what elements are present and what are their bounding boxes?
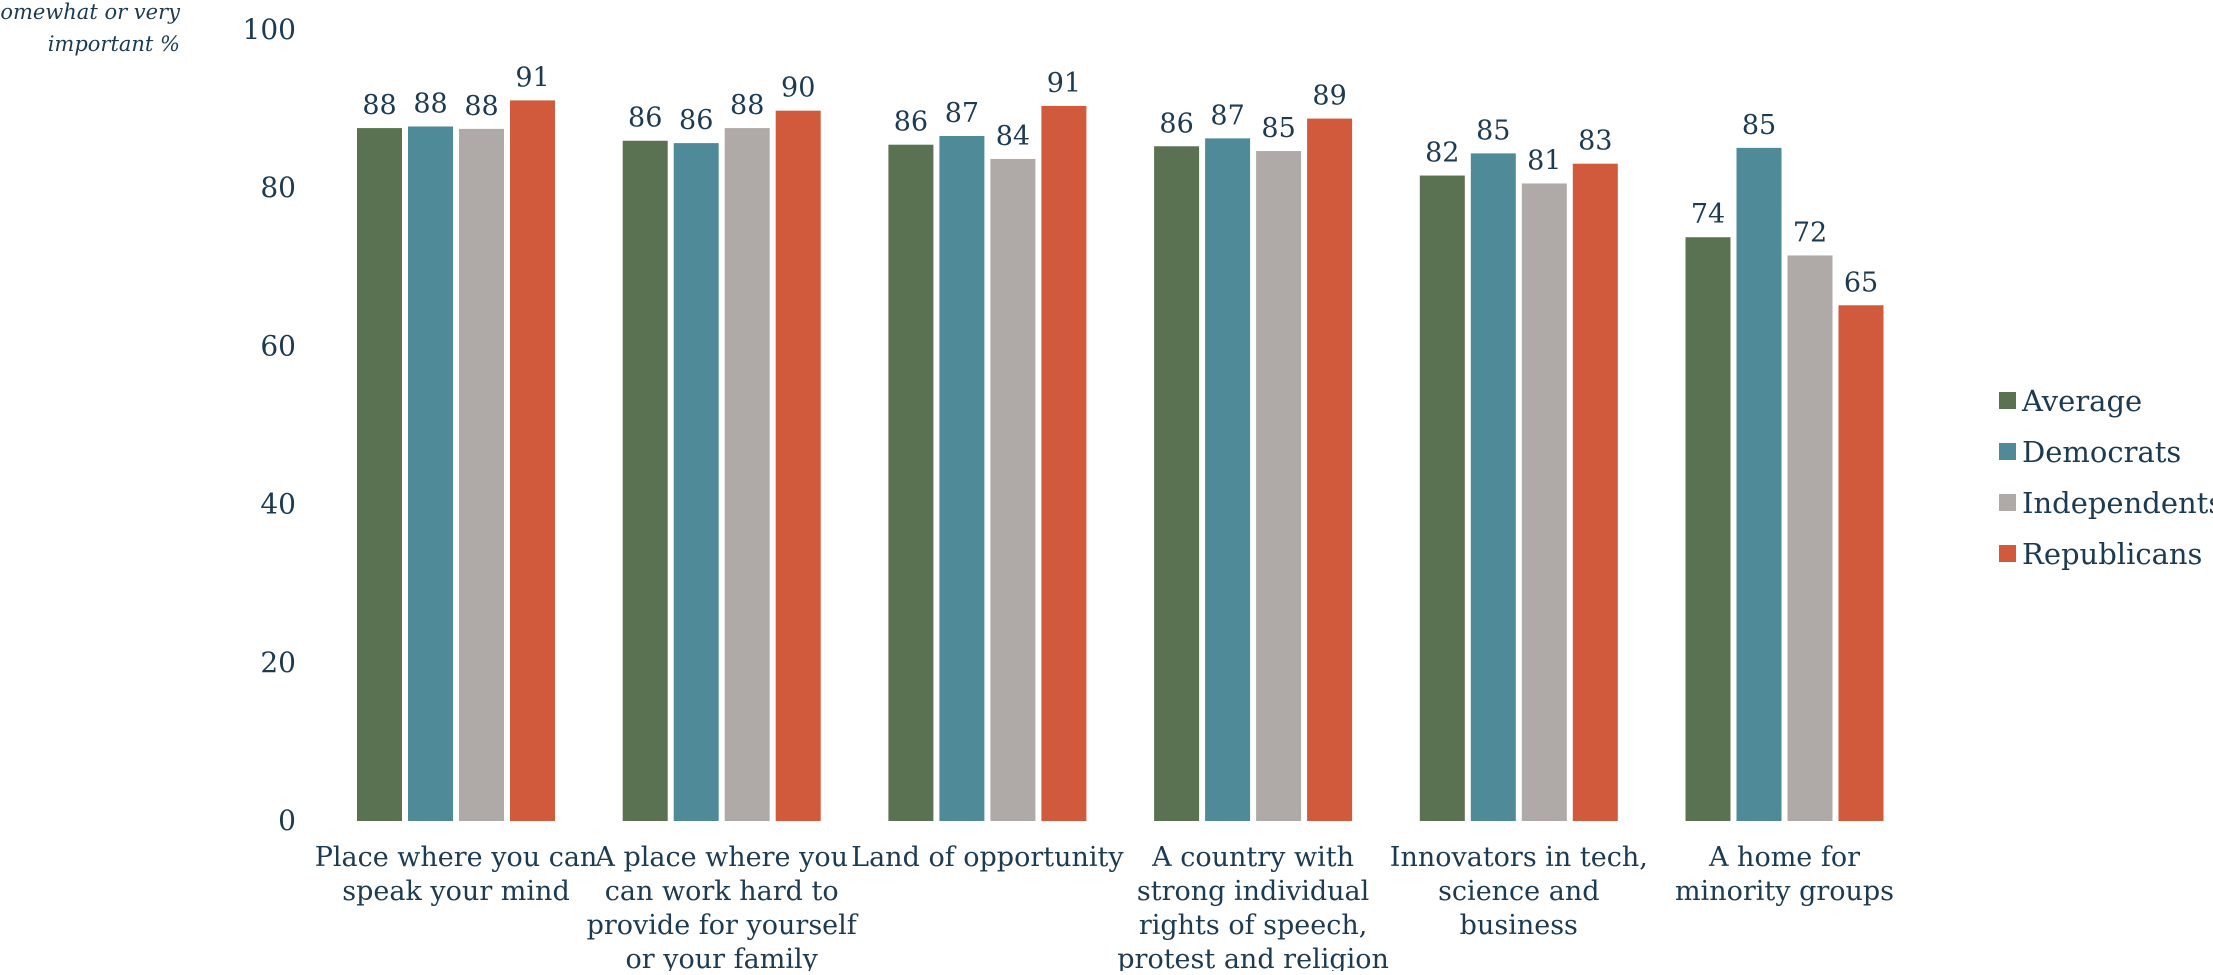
data-label: 72 xyxy=(1793,217,1827,248)
y-axis-title-line: Somewhat or very xyxy=(0,0,181,24)
y-tick-label: 100 xyxy=(243,13,296,46)
category-label: strong individual xyxy=(1137,876,1369,907)
bar-republicans-1 xyxy=(775,110,821,821)
bar-average-2 xyxy=(888,144,934,821)
data-label: 65 xyxy=(1844,267,1878,298)
data-label: 74 xyxy=(1691,199,1725,230)
bar-republicans-4 xyxy=(1572,163,1618,821)
y-axis-title-line: important % xyxy=(48,32,180,56)
bars xyxy=(357,100,1884,822)
bar-independents-3 xyxy=(1256,151,1302,821)
data-label: 89 xyxy=(1312,81,1346,112)
data-label: 85 xyxy=(1261,113,1295,144)
y-tick-label: 80 xyxy=(260,171,296,204)
data-label: 86 xyxy=(628,103,662,134)
data-label: 86 xyxy=(679,105,713,136)
data-label: 87 xyxy=(1210,100,1244,131)
category-label: A place where you xyxy=(594,842,848,873)
legend-label-democrats: Democrats xyxy=(2022,435,2181,469)
data-label: 85 xyxy=(1742,110,1776,141)
category-label: Innovators in tech, xyxy=(1390,842,1648,873)
category-label: Place where you can xyxy=(315,842,598,873)
category-label: business xyxy=(1460,910,1578,941)
legend-label-independents: Independents xyxy=(2022,486,2213,520)
bar-independents-0 xyxy=(459,128,504,821)
category-label: provide for yourself xyxy=(587,910,859,941)
data-labels: 88 88 88 91 86 86 88 90 86 87 84 91 86 87 85 89 82 85 81 83… xyxy=(362,62,1878,298)
legend-swatch-republicans xyxy=(1999,545,2016,562)
bar-democrats-0 xyxy=(408,126,453,821)
data-label: 88 xyxy=(413,89,447,120)
bar-average-3 xyxy=(1154,146,1200,822)
bar-republicans-5 xyxy=(1838,305,1884,821)
data-label: 90 xyxy=(781,73,815,104)
data-label: 83 xyxy=(1578,126,1612,157)
data-label: 86 xyxy=(1159,108,1193,139)
data-label: 91 xyxy=(515,62,549,93)
category-label: rights of speech, xyxy=(1139,910,1368,941)
data-label: 88 xyxy=(730,90,764,121)
bar-average-0 xyxy=(357,128,402,822)
bar-democrats-1 xyxy=(673,143,719,821)
bar-average-5 xyxy=(1685,237,1731,821)
category-label: Land of opportunity xyxy=(851,842,1124,873)
category-label: science and xyxy=(1438,876,1599,907)
bar-average-4 xyxy=(1419,175,1465,821)
category-label: or your family xyxy=(626,944,819,971)
y-axis-title: Somewhat or very important % xyxy=(0,0,181,56)
y-tick-label: 60 xyxy=(260,329,296,362)
category-label: minority groups xyxy=(1675,876,1894,907)
legend-swatch-average xyxy=(1999,392,2016,409)
bar-republicans-2 xyxy=(1041,105,1087,822)
bar-democrats-4 xyxy=(1470,153,1516,821)
data-label: 88 xyxy=(362,90,396,121)
category-label: speak your mind xyxy=(342,876,569,907)
y-axis-ticks: 0 20 40 60 80 100 xyxy=(243,13,296,837)
category-label: A country with xyxy=(1151,842,1354,873)
bar-democrats-3 xyxy=(1205,138,1251,821)
bar-independents-2 xyxy=(990,158,1036,822)
data-label: 87 xyxy=(945,98,979,129)
data-label: 85 xyxy=(1476,115,1510,146)
legend-label-average: Average xyxy=(2021,384,2142,418)
data-label: 88 xyxy=(464,91,498,122)
bar-republicans-3 xyxy=(1307,118,1353,822)
bar-independents-5 xyxy=(1787,255,1833,821)
y-tick-label: 40 xyxy=(260,488,296,521)
y-tick-label: 20 xyxy=(260,646,296,679)
legend-swatch-democrats xyxy=(1999,443,2016,460)
data-label: 86 xyxy=(894,107,928,138)
data-label: 84 xyxy=(996,121,1030,152)
legend: Average Democrats Independents Republicans xyxy=(1999,384,2213,571)
category-label: protest and religion xyxy=(1117,944,1389,971)
bar-independents-1 xyxy=(724,128,770,822)
category-label: can work hard to xyxy=(605,876,839,907)
bar-independents-4 xyxy=(1521,183,1567,822)
bar-average-1 xyxy=(622,140,668,822)
legend-swatch-independents xyxy=(1999,494,2016,511)
data-label: 81 xyxy=(1527,145,1561,176)
data-label: 82 xyxy=(1425,138,1459,169)
bar-republicans-0 xyxy=(510,100,555,822)
y-tick-label: 0 xyxy=(278,804,296,837)
data-label: 91 xyxy=(1047,68,1081,99)
legend-label-republicans: Republicans xyxy=(2022,537,2202,571)
category-label: A home for xyxy=(1708,842,1860,873)
bar-democrats-2 xyxy=(939,135,985,821)
bar-democrats-5 xyxy=(1736,147,1782,821)
